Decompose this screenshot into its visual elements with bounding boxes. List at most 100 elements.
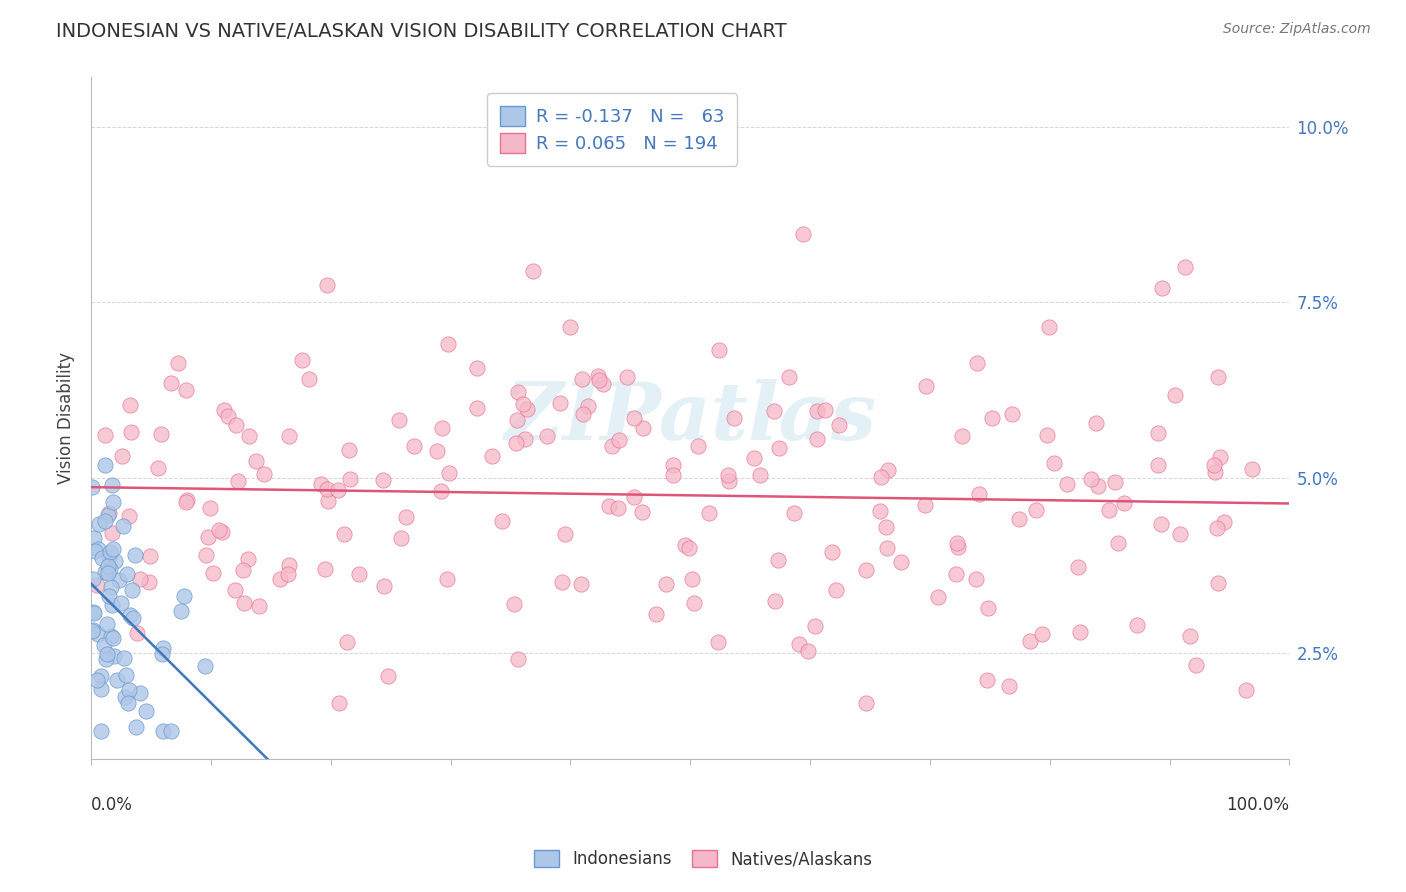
Point: [121, 611, 143, 625]
Point: [1240, 462, 1263, 476]
Point: [138, 575, 160, 590]
Point: [152, 640, 174, 655]
Point: [1174, 260, 1197, 274]
Point: [516, 401, 538, 416]
Point: [170, 604, 193, 618]
Point: [339, 472, 361, 486]
Point: [1213, 515, 1236, 529]
Point: [1206, 521, 1229, 535]
Point: [506, 652, 529, 666]
Point: [149, 427, 172, 442]
Point: [101, 598, 124, 612]
Text: INDONESIAN VS NATIVE/ALASKAN VISION DISABILITY CORRELATION CHART: INDONESIAN VS NATIVE/ALASKAN VISION DISA…: [56, 22, 787, 41]
Point: [316, 483, 339, 497]
Point: [87, 516, 110, 531]
Legend: Indonesians, Natives/Alaskans: Indonesians, Natives/Alaskans: [527, 843, 879, 875]
Point: [207, 523, 229, 537]
Point: [224, 582, 246, 597]
Point: [278, 429, 301, 443]
Point: [373, 579, 395, 593]
Point: [212, 402, 235, 417]
Point: [977, 600, 1000, 615]
Point: [1168, 526, 1191, 541]
Point: [115, 567, 138, 582]
Point: [82, 623, 104, 637]
Point: [316, 493, 339, 508]
Point: [965, 572, 987, 586]
Point: [176, 495, 198, 509]
Point: [110, 596, 132, 610]
Point: [253, 467, 276, 481]
Point: [91, 551, 114, 566]
Point: [616, 370, 638, 384]
Point: [914, 498, 936, 512]
Point: [465, 361, 488, 376]
Point: [201, 566, 224, 580]
Point: [388, 413, 411, 427]
Point: [569, 576, 592, 591]
Point: [326, 483, 349, 497]
Point: [554, 526, 576, 541]
Point: [513, 433, 536, 447]
Text: ZIPatlas: ZIPatlas: [505, 379, 876, 457]
Point: [336, 634, 359, 648]
Point: [1036, 428, 1059, 442]
Point: [101, 526, 124, 541]
Point: [806, 404, 828, 418]
Point: [686, 440, 709, 454]
Text: 0.0%: 0.0%: [91, 797, 134, 814]
Point: [1112, 496, 1135, 510]
Point: [96, 616, 118, 631]
Point: [97, 566, 120, 581]
Point: [426, 444, 449, 458]
Point: [763, 594, 786, 608]
Point: [100, 629, 122, 643]
Point: [598, 499, 620, 513]
Point: [217, 409, 239, 423]
Point: [114, 690, 136, 704]
Point: [1038, 319, 1060, 334]
Point: [94, 515, 117, 529]
Point: [1147, 458, 1170, 472]
Point: [697, 506, 720, 520]
Point: [125, 626, 148, 640]
Point: [211, 524, 233, 539]
Point: [814, 402, 837, 417]
Point: [588, 373, 610, 387]
Point: [129, 686, 152, 700]
Point: [633, 420, 655, 434]
Point: [124, 549, 146, 563]
Point: [548, 396, 571, 410]
Point: [173, 589, 195, 603]
Point: [328, 696, 350, 710]
Point: [1108, 536, 1130, 550]
Point: [97, 506, 120, 520]
Point: [707, 343, 730, 358]
Point: [571, 407, 593, 421]
Point: [571, 372, 593, 386]
Point: [83, 606, 105, 620]
Point: [1164, 388, 1187, 402]
Point: [118, 608, 141, 623]
Point: [389, 532, 412, 546]
Point: [890, 555, 912, 569]
Point: [1056, 477, 1078, 491]
Point: [103, 542, 125, 557]
Point: [1185, 657, 1208, 672]
Point: [1149, 517, 1171, 532]
Point: [233, 595, 256, 609]
Point: [247, 599, 270, 613]
Point: [787, 637, 810, 651]
Point: [877, 463, 900, 477]
Point: [432, 421, 454, 435]
Point: [135, 705, 157, 719]
Point: [93, 638, 115, 652]
Point: [83, 531, 105, 545]
Point: [718, 474, 741, 488]
Point: [768, 441, 790, 455]
Point: [560, 319, 582, 334]
Point: [586, 368, 609, 383]
Point: [98, 549, 121, 564]
Point: [946, 536, 969, 550]
Point: [314, 562, 336, 576]
